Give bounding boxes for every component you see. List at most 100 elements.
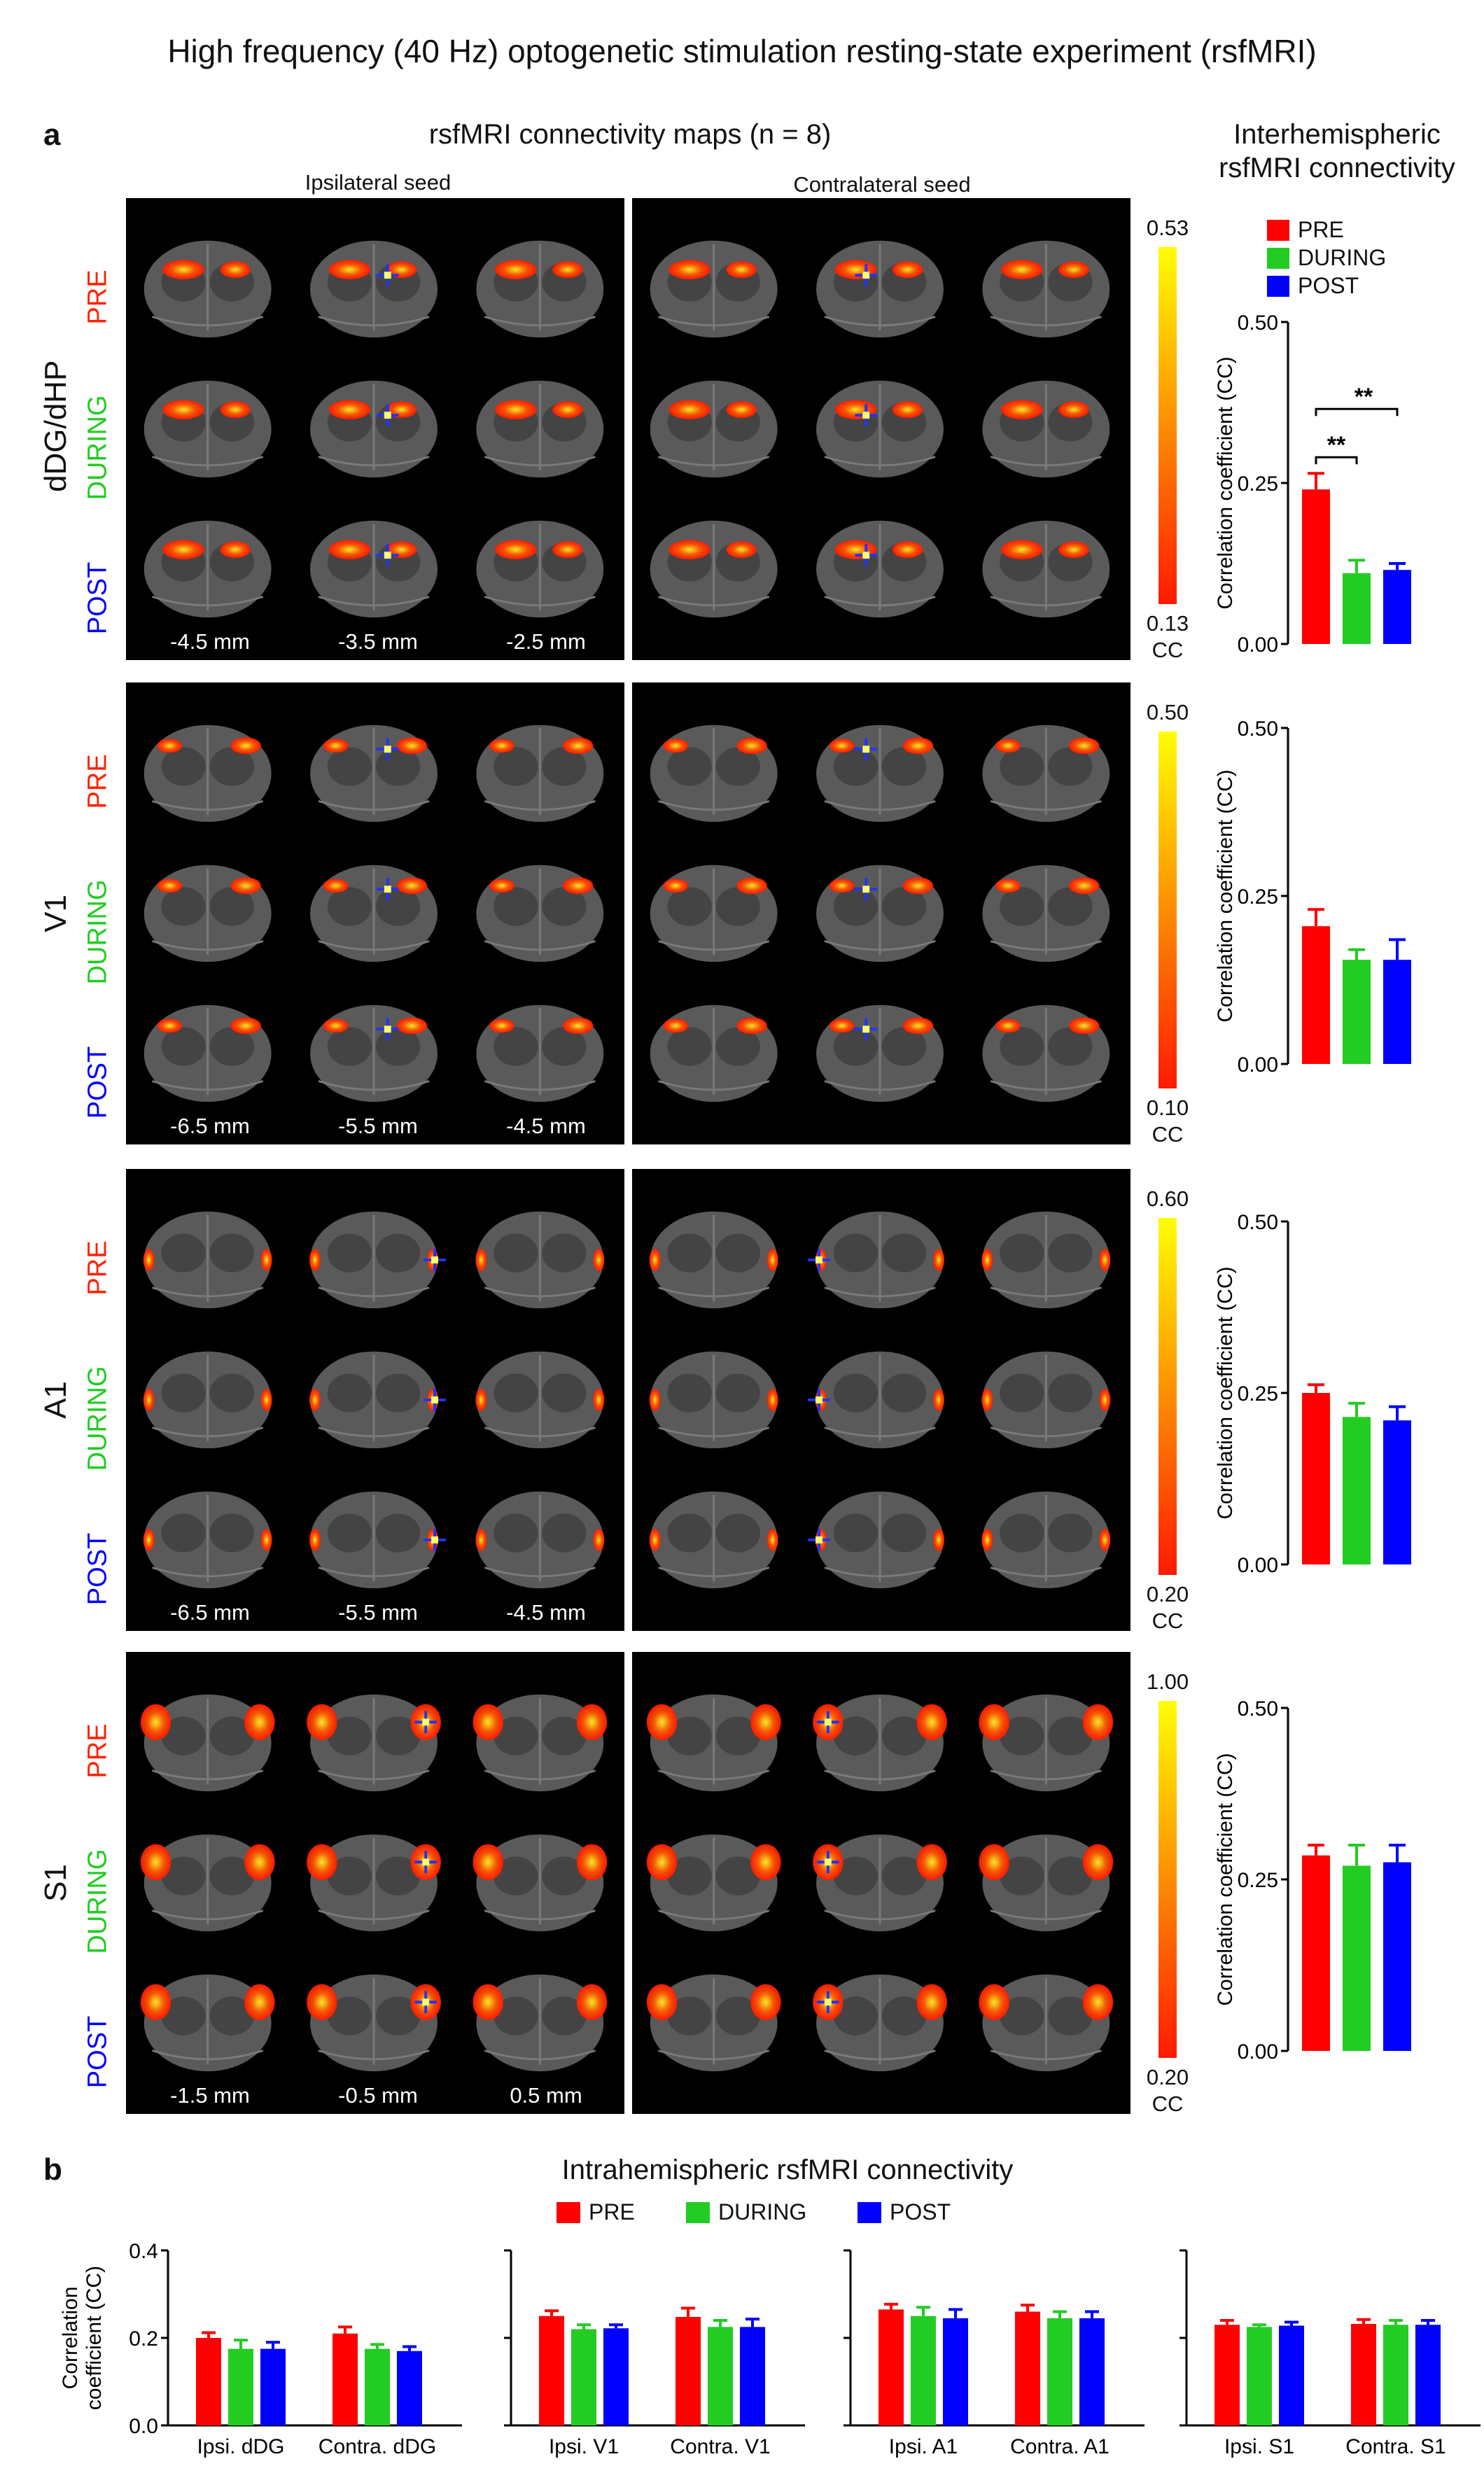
slice-row bbox=[126, 492, 624, 643]
y-axis-label: Correlation bbox=[59, 2287, 82, 2390]
slice-position-label: -4.5 mm bbox=[506, 1114, 586, 1138]
legend-label-pre: PRE bbox=[1298, 217, 1344, 242]
slice-row bbox=[126, 1946, 624, 2096]
slice-row bbox=[632, 1806, 1130, 1956]
panel-b-label: b bbox=[43, 2152, 62, 2187]
brain-slices bbox=[649, 1491, 1111, 1589]
y-axis-label: Correlation coefficient (CC) bbox=[1214, 1753, 1237, 2005]
slice-row bbox=[126, 1183, 624, 1333]
bar-pre bbox=[196, 2338, 221, 2425]
interhemispheric-chart: 0.00 0.25 0.50 Correlation coefficient (CC) bbox=[1214, 1211, 1411, 1577]
slice-position-label: -6.5 mm bbox=[170, 1114, 250, 1138]
brain-slices bbox=[144, 520, 604, 618]
colorbar-unit: CC bbox=[1152, 638, 1184, 662]
colorbar-min: 0.10 bbox=[1146, 1095, 1189, 1120]
bar-post bbox=[1079, 2318, 1105, 2425]
x-tick-label: Ipsi. S1 bbox=[1224, 2435, 1294, 2458]
y-tick-label: 0.50 bbox=[1238, 311, 1278, 335]
y-tick-label: 0.2 bbox=[129, 2327, 158, 2351]
slice-row bbox=[632, 1666, 1130, 1816]
y-tick-label: 0.25 bbox=[1238, 1869, 1278, 1892]
y-axis-label: Correlation coefficient (CC) bbox=[1214, 1266, 1237, 1519]
contra-header: Contralateral seed bbox=[793, 172, 971, 197]
brain-slices bbox=[650, 380, 1110, 478]
legend-b-swatch-pre bbox=[556, 2202, 580, 2223]
y-tick-label: 0.50 bbox=[1238, 717, 1278, 741]
row-label-pre: PRE bbox=[83, 269, 113, 325]
row-label-post: POST bbox=[83, 561, 113, 635]
y-tick-label: 0.00 bbox=[1238, 633, 1278, 657]
bar-during bbox=[1343, 1865, 1371, 2051]
brain-slices bbox=[143, 1211, 605, 1309]
legend-swatch-during bbox=[1267, 248, 1289, 269]
slice-row bbox=[126, 212, 624, 363]
colorbar bbox=[1158, 1218, 1177, 1575]
legend-swatch-post bbox=[1267, 276, 1289, 297]
bar-post bbox=[603, 2328, 629, 2425]
legend-b-label-pre: PRE bbox=[589, 2199, 635, 2225]
bar-pre bbox=[1351, 2324, 1376, 2425]
brain-slices bbox=[144, 240, 604, 338]
bar-pre bbox=[539, 2316, 564, 2425]
row-label-post: POST bbox=[83, 2015, 113, 2089]
slice-row bbox=[632, 976, 1130, 1127]
x-tick-label: Contra. V1 bbox=[670, 2435, 770, 2458]
row-label-post: POST bbox=[83, 1532, 113, 1606]
y-tick-label: 0.25 bbox=[1238, 1382, 1278, 1406]
significance-bracket bbox=[1315, 456, 1358, 465]
slice-position-label: 0.5 mm bbox=[510, 2083, 582, 2108]
brain-slices bbox=[144, 724, 604, 822]
y-tick-label: 0.25 bbox=[1238, 472, 1278, 496]
slice-row bbox=[126, 1666, 624, 1816]
y-tick-label: 0.00 bbox=[1238, 2040, 1278, 2064]
x-tick-label: Contra. dDG bbox=[318, 2435, 436, 2458]
bar-during bbox=[1343, 573, 1371, 644]
colorbar-unit: CC bbox=[1152, 2092, 1184, 2116]
colorbar-max: 1.00 bbox=[1146, 1669, 1189, 1694]
ipsi-seed-panel: -6.5 mm -5.5 mm -4.5 mm bbox=[126, 1169, 624, 1631]
x-tick-label: Ipsi. A1 bbox=[889, 2435, 958, 2458]
bar-during bbox=[708, 2327, 733, 2425]
slice-row bbox=[632, 1946, 1130, 2096]
intrahemispheric-chart: 0.0 0.2 0.4 Correlation coefficient (CC) Ipsi… bbox=[59, 2240, 462, 2458]
ipsi-seed-panel: -4.5 mm -3.5 mm -2.5 mm bbox=[126, 198, 624, 660]
colorbar-max: 0.53 bbox=[1146, 216, 1189, 240]
colorbar-unit: CC bbox=[1152, 1122, 1184, 1147]
colorbar-min: 0.13 bbox=[1146, 611, 1189, 636]
slice-position-label: -4.5 mm bbox=[506, 1600, 586, 1625]
colorbar bbox=[1158, 731, 1177, 1088]
brain-slices bbox=[140, 1694, 608, 1792]
slice-row bbox=[632, 1323, 1130, 1473]
row-label-pre: PRE bbox=[83, 1723, 113, 1779]
bar-post bbox=[260, 2348, 286, 2425]
slice-row bbox=[126, 1323, 624, 1473]
brain-slices bbox=[646, 1834, 1114, 1932]
slice-row bbox=[126, 696, 624, 847]
bar-pre bbox=[1015, 2311, 1040, 2425]
colorbar bbox=[1158, 1701, 1177, 2058]
brain-slices bbox=[143, 1351, 605, 1449]
legend-b-swatch-during bbox=[686, 2202, 710, 2223]
slice-position-label: -1.5 mm bbox=[170, 2083, 250, 2108]
bar-during bbox=[911, 2316, 936, 2425]
slice-position-label: -3.5 mm bbox=[338, 629, 418, 654]
interhemispheric-chart: 0.00 0.25 0.50 Correlation coefficient (CC) bbox=[1214, 1697, 1411, 2064]
slice-position-label: -5.5 mm bbox=[338, 1114, 418, 1138]
contra-seed-panel bbox=[632, 682, 1130, 1144]
brain-slices bbox=[649, 1351, 1111, 1449]
brain-slices bbox=[140, 1974, 608, 2072]
colorbar bbox=[1158, 247, 1177, 604]
significance-marker: ** bbox=[1327, 432, 1346, 458]
contra-seed-panel bbox=[632, 1652, 1130, 2114]
figure-title: High frequency (40 Hz) optogenetic stimu… bbox=[167, 33, 1317, 69]
maps-header: rsfMRI connectivity maps (n = 8) bbox=[428, 119, 832, 150]
bar-post bbox=[1383, 1862, 1411, 2051]
ipsi-seed-panel: -6.5 mm -5.5 mm -4.5 mm bbox=[126, 682, 624, 1144]
colorbar-max: 0.60 bbox=[1146, 1186, 1189, 1211]
brain-slices bbox=[650, 240, 1110, 338]
bar-during bbox=[1383, 2325, 1408, 2425]
region-label: V1 bbox=[38, 895, 73, 932]
bar-post bbox=[943, 2318, 968, 2425]
y-tick-label: 0.50 bbox=[1238, 1697, 1278, 1721]
